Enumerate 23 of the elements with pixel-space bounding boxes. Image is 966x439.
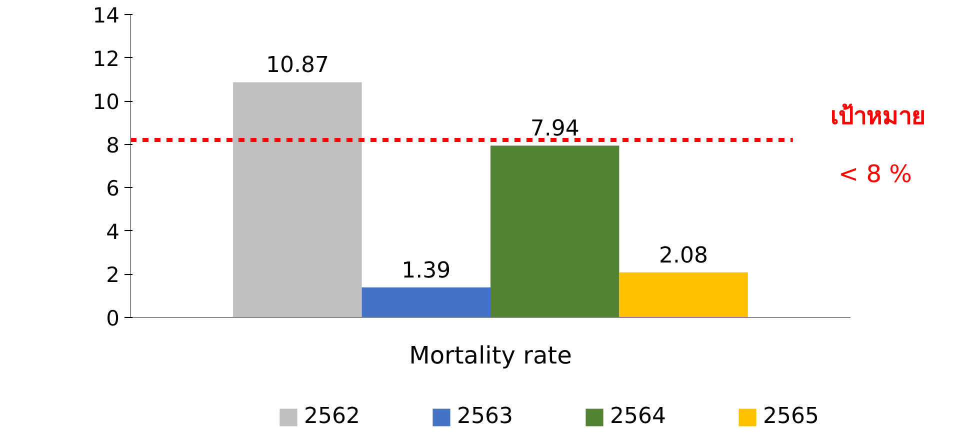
y-tick-label: 8 — [106, 133, 120, 158]
y-tick-label: 2 — [106, 263, 120, 288]
bar — [619, 272, 748, 318]
bar — [362, 287, 490, 318]
data-label: 10.87 — [266, 53, 329, 78]
y-tick-label: 6 — [106, 176, 120, 201]
text: < 8 % — [838, 160, 912, 188]
y-tick-label: 4 — [106, 220, 120, 244]
legend-label: 2563 — [457, 404, 513, 429]
legend-label: 2564 — [610, 404, 666, 429]
bar — [490, 146, 620, 318]
bar — [233, 82, 362, 318]
legend-label: 2565 — [763, 404, 819, 429]
data-label: 1.39 — [402, 258, 451, 284]
legend-label: 2562 — [304, 404, 360, 429]
data-label: 7.94 — [530, 116, 580, 142]
y-tick-label: 0 — [106, 306, 120, 330]
x-tick-label: Mortality rate — [409, 341, 572, 370]
y-tick-label: 14 — [92, 4, 120, 28]
y-tick-label: 10 — [92, 90, 120, 114]
ref-line-label: เป้าหมาย — [830, 102, 926, 130]
data-label: 2.08 — [659, 243, 708, 268]
y-tick-label: 12 — [92, 46, 120, 71]
